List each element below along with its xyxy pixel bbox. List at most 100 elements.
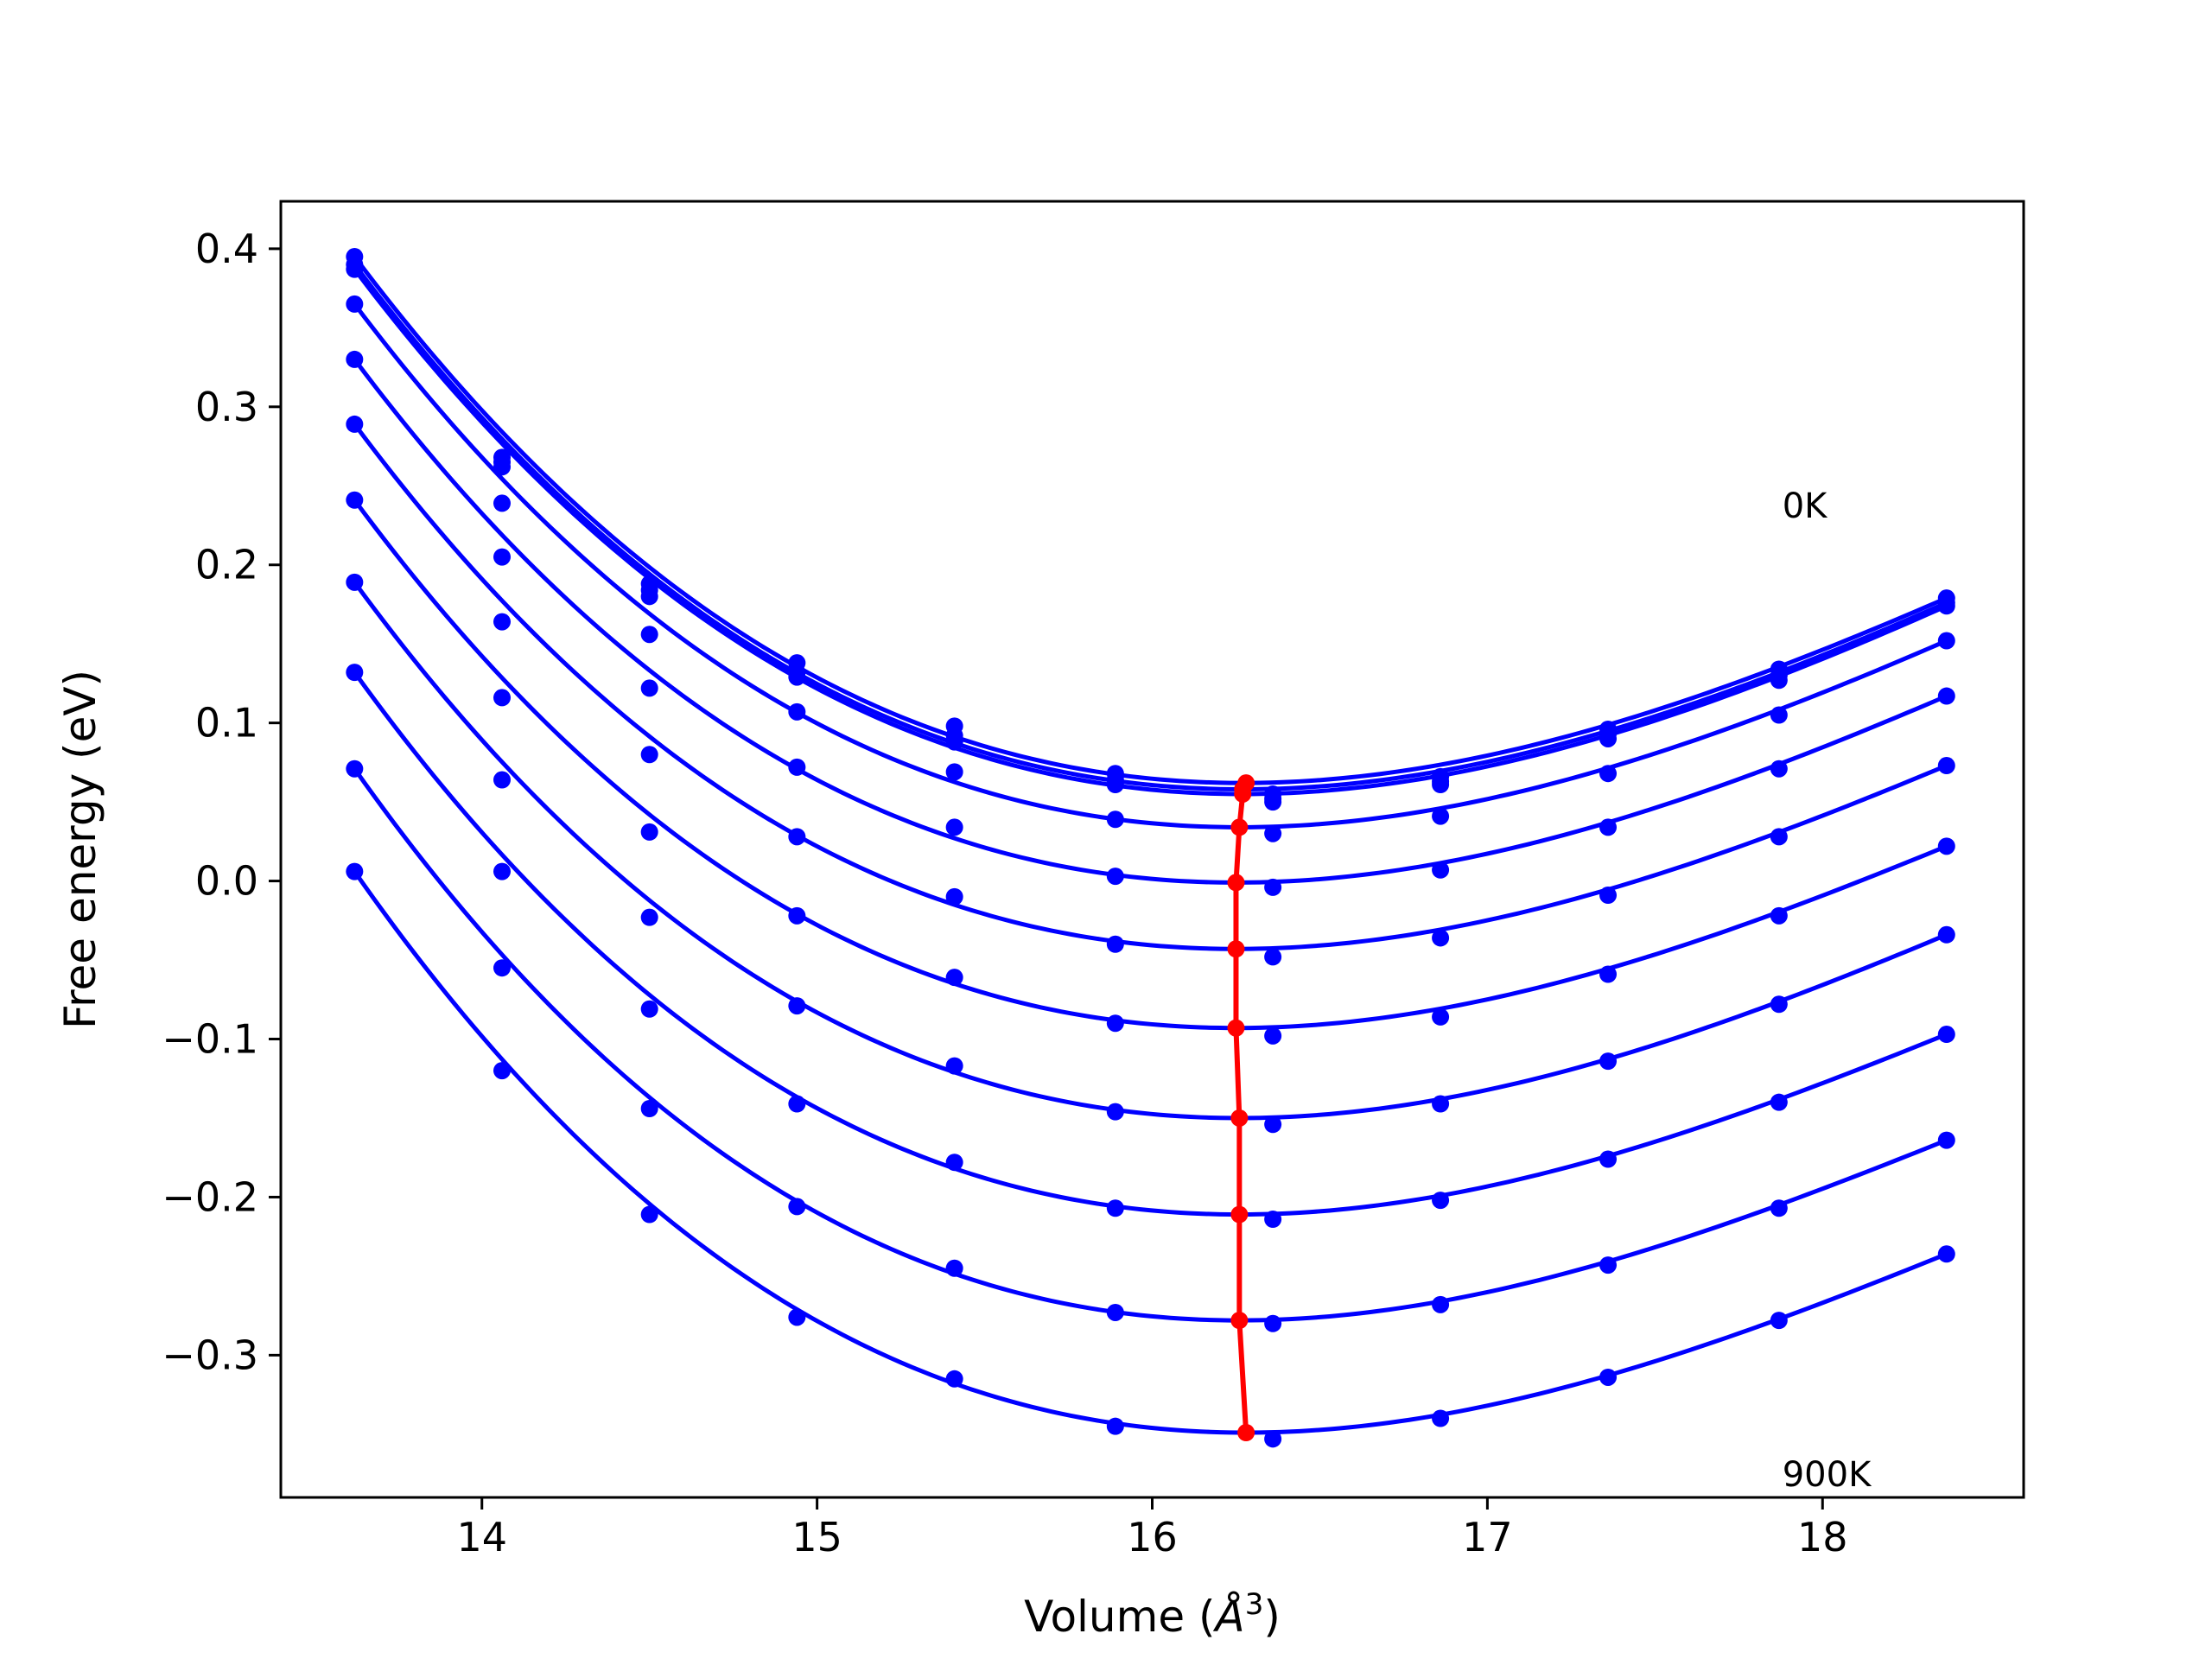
minimum-point-4 — [1227, 874, 1245, 892]
x-tick-label: 14 — [456, 1514, 507, 1560]
fit-curve-10 — [353, 870, 1948, 1435]
y-tick-label: 0.2 — [195, 542, 258, 588]
data-point-7-6 — [1264, 1116, 1282, 1134]
fit-curve-8 — [353, 671, 1948, 1217]
data-point-4-9 — [1770, 760, 1788, 778]
data-point-4-7 — [1432, 861, 1450, 879]
data-point-8-1 — [493, 862, 512, 880]
data-point-10-9 — [1770, 1312, 1788, 1330]
data-point-2-8 — [1599, 729, 1618, 747]
data-point-6-5 — [1106, 1014, 1124, 1033]
data-point-6-1 — [493, 689, 512, 707]
data-point-8-8 — [1599, 1150, 1618, 1168]
data-point-7-8 — [1599, 1052, 1618, 1071]
data-point-2-9 — [1770, 671, 1788, 690]
data-points-layer — [346, 248, 1955, 1448]
data-point-6-8 — [1599, 965, 1618, 983]
y-tick-label: −0.2 — [162, 1173, 258, 1220]
data-point-8-4 — [945, 1154, 963, 1172]
data-point-8-5 — [1106, 1199, 1124, 1217]
data-point-6-7 — [1432, 1007, 1450, 1026]
fit-curve-3 — [353, 302, 1948, 830]
data-point-5-10 — [1937, 757, 1955, 775]
annotations-layer: 0K 900K — [1783, 486, 1872, 1495]
data-point-9-0 — [346, 760, 364, 778]
data-point-3-7 — [1432, 807, 1450, 825]
data-point-3-4 — [945, 763, 963, 781]
minimum-point-5 — [1227, 940, 1245, 958]
data-point-10-3 — [788, 1308, 806, 1326]
y-tick-label: 0.0 — [195, 858, 258, 905]
data-point-8-0 — [346, 664, 364, 682]
data-point-6-2 — [640, 823, 658, 841]
minimum-point-7 — [1230, 1109, 1249, 1127]
data-point-9-2 — [640, 1100, 658, 1117]
data-point-7-10 — [1937, 925, 1955, 944]
data-point-3-5 — [1106, 810, 1124, 829]
fit-curve-7 — [353, 581, 1948, 1121]
data-point-2-0 — [346, 260, 364, 278]
fit-curve-4 — [353, 358, 1948, 885]
data-point-6-4 — [945, 969, 963, 987]
data-point-6-10 — [1937, 837, 1955, 855]
data-point-6-9 — [1770, 906, 1788, 925]
y-tick-label: 0.1 — [195, 700, 258, 747]
data-point-3-0 — [346, 295, 364, 313]
data-point-5-9 — [1770, 828, 1788, 846]
data-point-7-5 — [1106, 1103, 1124, 1121]
data-point-8-6 — [1264, 1211, 1282, 1229]
data-point-2-3 — [788, 668, 806, 686]
data-point-7-2 — [640, 908, 658, 926]
data-point-9-4 — [945, 1259, 963, 1277]
data-point-10-4 — [945, 1370, 963, 1388]
data-point-10-5 — [1106, 1417, 1124, 1435]
data-point-4-10 — [1937, 687, 1955, 705]
data-point-7-0 — [346, 573, 364, 591]
y-tick-label: −0.3 — [162, 1332, 258, 1378]
data-point-3-10 — [1937, 632, 1955, 650]
minimum-point-9 — [1230, 1312, 1249, 1330]
data-point-6-6 — [1264, 1027, 1282, 1045]
data-point-6-0 — [346, 491, 364, 509]
data-point-7-7 — [1432, 1095, 1450, 1113]
y-axis-title: Free energy (eV) — [55, 670, 105, 1029]
data-point-10-6 — [1264, 1430, 1282, 1448]
minimum-point-6 — [1227, 1019, 1245, 1037]
data-point-10-1 — [493, 1062, 512, 1080]
data-point-2-6 — [1264, 793, 1282, 811]
data-point-2-4 — [945, 733, 963, 751]
data-point-6-3 — [788, 906, 806, 925]
x-tick-label: 16 — [1127, 1514, 1178, 1560]
data-point-4-6 — [1264, 878, 1282, 896]
data-point-3-2 — [640, 626, 658, 644]
data-point-2-10 — [1937, 597, 1955, 615]
data-point-5-3 — [788, 828, 806, 846]
minimum-point-8 — [1230, 1205, 1249, 1224]
fit-curves-layer — [353, 255, 1948, 1435]
data-point-4-8 — [1599, 818, 1618, 836]
data-point-9-5 — [1106, 1303, 1124, 1321]
data-point-5-0 — [346, 415, 364, 433]
data-point-7-3 — [788, 997, 806, 1015]
data-point-3-9 — [1770, 706, 1788, 724]
annotation-0: 0K — [1783, 486, 1828, 526]
data-point-7-4 — [945, 1057, 963, 1075]
x-tick-label: 18 — [1797, 1514, 1848, 1560]
data-point-8-3 — [788, 1095, 806, 1113]
data-point-9-1 — [493, 959, 512, 977]
fit-curve-9 — [353, 767, 1948, 1323]
data-point-3-3 — [788, 702, 806, 721]
fit-curve-2 — [353, 268, 1948, 797]
fit-curve-6 — [353, 499, 1948, 1031]
y-tick-label: −0.1 — [162, 1016, 258, 1063]
data-point-10-10 — [1937, 1245, 1955, 1263]
data-point-9-10 — [1937, 1131, 1955, 1149]
minimum-point-2 — [1234, 785, 1252, 803]
data-point-5-2 — [640, 746, 658, 764]
data-point-3-8 — [1599, 765, 1618, 783]
data-point-7-9 — [1770, 995, 1788, 1014]
data-point-10-7 — [1432, 1409, 1450, 1427]
minimum-point-10 — [1237, 1424, 1255, 1441]
fit-curve-5 — [353, 423, 1948, 951]
